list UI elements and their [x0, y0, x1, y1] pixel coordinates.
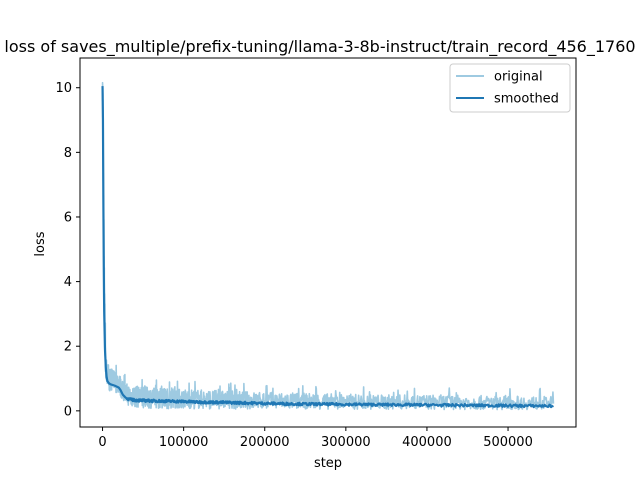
legend-label-original: original: [494, 70, 543, 85]
x-tick-label: 500000: [483, 435, 533, 450]
x-axis-label: step: [314, 456, 342, 471]
x-tick-label: 0: [98, 435, 106, 450]
x-tick-label: 100000: [159, 435, 209, 450]
legend-label-smoothed: smoothed: [494, 92, 559, 107]
axes: 0 100000 200000 300000 400000 500000 0 2 4 6 8 10: [55, 57, 577, 450]
y-axis-label: loss: [33, 231, 48, 256]
x-tick-label: 400000: [402, 435, 452, 450]
x-tick-label: 300000: [321, 435, 371, 450]
y-tick-label: 8: [64, 146, 72, 161]
plot-frame: [79, 57, 577, 428]
y-tick-label: 10: [55, 81, 72, 96]
smoothed-series-line: [101, 85, 554, 409]
y-tick-label: 0: [64, 404, 72, 419]
y-tick-label: 6: [64, 210, 72, 225]
original-series-line: [101, 81, 555, 411]
y-tick-label: 2: [64, 340, 72, 355]
legend: original smoothed: [449, 63, 571, 113]
chart-title: loss of saves_multiple/prefix-tuning/lla…: [4, 37, 635, 57]
y-tick-label: 4: [64, 275, 72, 290]
original-series-band: [101, 81, 555, 411]
x-tick-label: 200000: [240, 435, 290, 450]
series-lines: [101, 85, 554, 409]
